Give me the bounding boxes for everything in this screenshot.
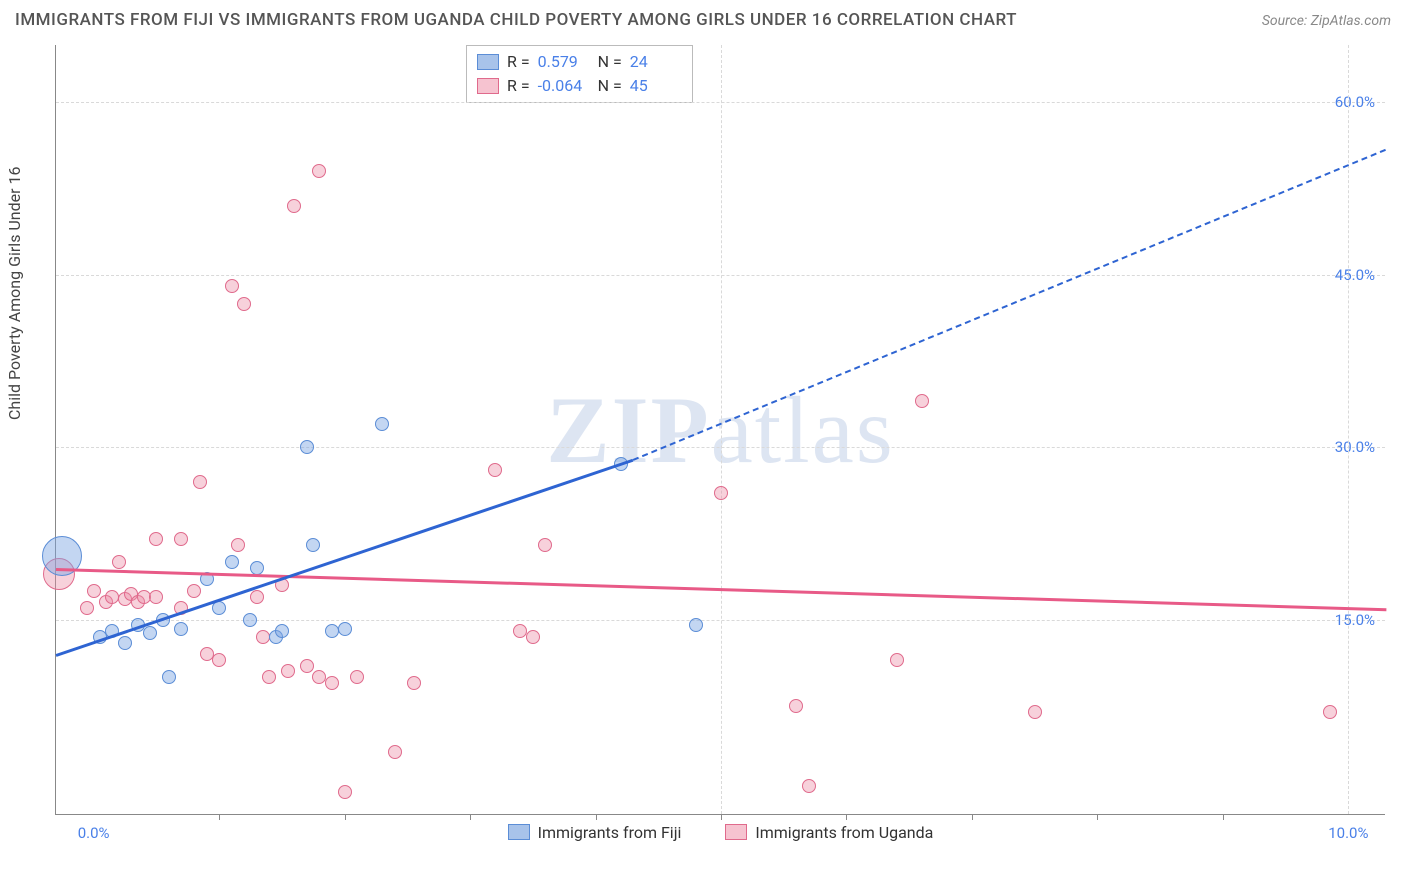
n-value-uganda: 45 <box>630 74 682 98</box>
x-tick-minor <box>1097 814 1098 820</box>
data-point-uganda <box>187 584 201 598</box>
data-point-fiji <box>300 440 314 454</box>
chart-title: IMMIGRANTS FROM FIJI VS IMMIGRANTS FROM … <box>15 10 1017 30</box>
data-point-fiji <box>689 618 703 632</box>
legend-label-fiji: Immigrants from Fiji <box>538 823 682 842</box>
plot-area: ZIPatlas R = 0.579 N = 24 R = -0.064 N =… <box>55 45 1385 815</box>
n-label: N = <box>598 74 622 98</box>
data-point-uganda <box>80 601 94 615</box>
data-point-uganda <box>526 630 540 644</box>
x-tick-label: 0.0% <box>78 824 110 842</box>
r-label: R = <box>507 50 530 74</box>
series-legend: Immigrants from Fiji Immigrants from Uga… <box>56 823 1385 845</box>
y-tick-label: 45.0% <box>1335 266 1375 284</box>
y-tick-label: 60.0% <box>1335 93 1375 111</box>
data-point-uganda <box>325 676 339 690</box>
data-point-uganda <box>890 653 904 667</box>
data-point-uganda <box>915 394 929 408</box>
correlation-legend: R = 0.579 N = 24 R = -0.064 N = 45 <box>466 45 693 103</box>
data-point-fiji <box>225 555 239 569</box>
title-bar: IMMIGRANTS FROM FIJI VS IMMIGRANTS FROM … <box>15 10 1391 30</box>
data-point-uganda <box>193 475 207 489</box>
gridline-v <box>1348 45 1349 814</box>
gridline-v <box>721 45 722 814</box>
data-point-fiji <box>250 561 264 575</box>
data-point-uganda <box>225 279 239 293</box>
data-point-fiji <box>143 626 157 640</box>
data-point-fiji <box>338 622 352 636</box>
source-attribution: Source: ZipAtlas.com <box>1262 13 1391 29</box>
data-point-fiji <box>306 538 320 552</box>
swatch-fiji <box>477 54 499 70</box>
swatch-fiji <box>508 824 530 840</box>
source-label: Source: <box>1262 13 1311 29</box>
trend-line-extrapolated <box>633 148 1387 460</box>
r-label: R = <box>507 74 530 98</box>
x-tick-minor <box>470 814 471 820</box>
data-point-fiji <box>118 636 132 650</box>
swatch-uganda <box>477 78 499 94</box>
n-label: N = <box>598 50 622 74</box>
x-tick-minor <box>972 814 973 820</box>
legend-item-fiji: Immigrants from Fiji <box>508 823 682 842</box>
data-point-uganda <box>87 584 101 598</box>
data-point-uganda <box>407 676 421 690</box>
data-point-uganda <box>231 538 245 552</box>
data-point-fiji <box>162 670 176 684</box>
legend-label-uganda: Immigrants from Uganda <box>755 823 933 842</box>
data-point-uganda <box>262 670 276 684</box>
data-point-fiji <box>375 417 389 431</box>
y-tick-label: 30.0% <box>1335 438 1375 456</box>
legend-row-fiji: R = 0.579 N = 24 <box>477 50 682 74</box>
n-value-fiji: 24 <box>630 50 682 74</box>
data-point-fiji <box>243 613 257 627</box>
r-value-fiji: 0.579 <box>538 50 590 74</box>
r-value-uganda: -0.064 <box>538 74 590 98</box>
data-point-uganda <box>1028 705 1042 719</box>
data-point-uganda <box>388 745 402 759</box>
legend-item-uganda: Immigrants from Uganda <box>725 823 933 842</box>
data-point-uganda <box>112 555 126 569</box>
data-point-uganda <box>714 486 728 500</box>
data-point-fiji <box>174 622 188 636</box>
data-point-uganda <box>300 659 314 673</box>
x-tick-minor <box>721 814 722 820</box>
data-point-uganda <box>338 785 352 799</box>
source-link[interactable]: ZipAtlas.com <box>1311 13 1391 29</box>
data-point-uganda <box>538 538 552 552</box>
y-axis-label: Child Poverty Among Girls Under 16 <box>5 166 24 420</box>
swatch-uganda <box>725 824 747 840</box>
data-point-uganda <box>237 297 251 311</box>
data-point-uganda <box>287 199 301 213</box>
data-point-uganda <box>281 664 295 678</box>
data-point-uganda <box>488 463 502 477</box>
data-point-uganda <box>250 590 264 604</box>
data-point-uganda <box>312 164 326 178</box>
data-point-uganda <box>350 670 364 684</box>
data-point-uganda <box>149 532 163 546</box>
data-point-fiji <box>275 624 289 638</box>
data-point-uganda <box>802 779 816 793</box>
data-point-uganda <box>149 590 163 604</box>
data-point-uganda <box>174 532 188 546</box>
x-tick-minor <box>219 814 220 820</box>
y-tick-label: 15.0% <box>1335 611 1375 629</box>
data-point-uganda <box>1323 705 1337 719</box>
watermark-rest: atlas <box>711 377 895 483</box>
x-tick-minor <box>1223 814 1224 820</box>
legend-row-uganda: R = -0.064 N = 45 <box>477 74 682 98</box>
x-tick-minor <box>596 814 597 820</box>
x-tick-minor <box>846 814 847 820</box>
data-point-uganda <box>789 699 803 713</box>
data-point-uganda <box>212 653 226 667</box>
watermark-bold: ZIP <box>546 377 710 483</box>
x-tick-minor <box>345 814 346 820</box>
x-tick-label: 10.0% <box>1328 824 1368 842</box>
